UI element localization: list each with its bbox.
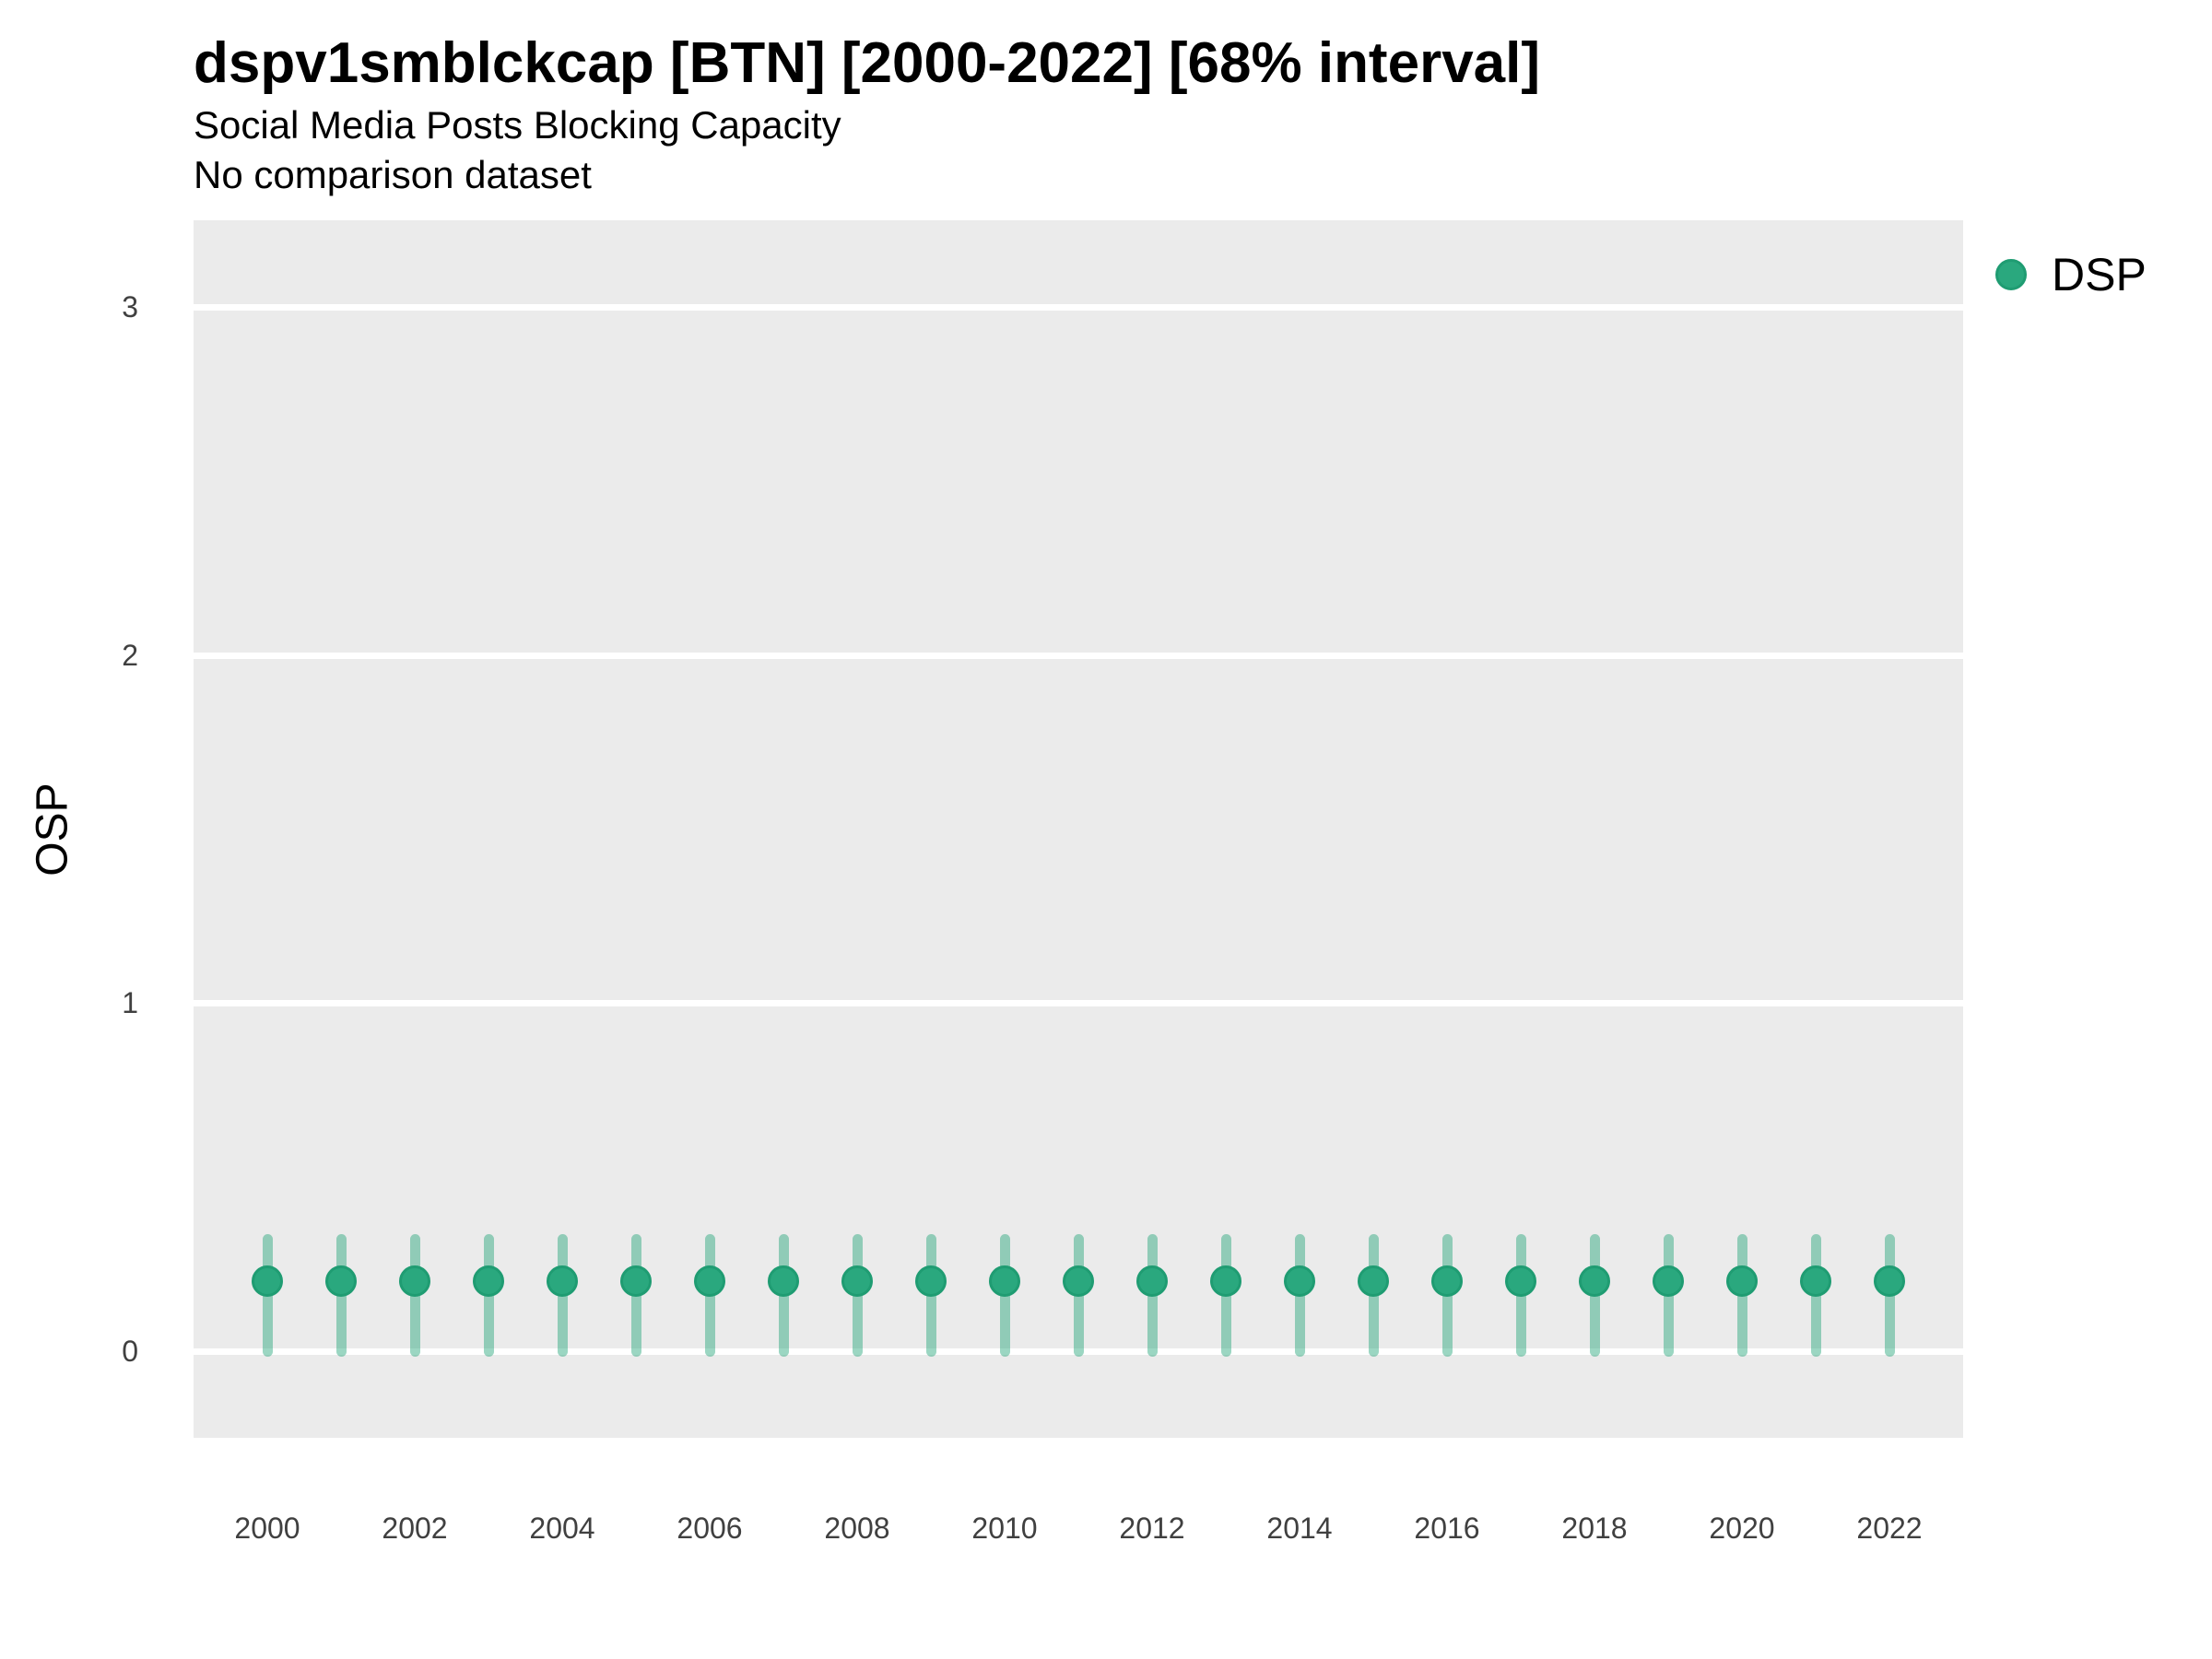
data-point-2002 [399,1265,430,1298]
data-point-2019 [1653,1265,1684,1298]
chart-note: No comparison dataset [194,153,592,196]
y-tick-label: 1 [122,986,138,1020]
x-tick-label: 2008 [824,1512,890,1545]
x-tick-label: 2022 [1856,1512,1923,1545]
data-point-2000 [252,1265,283,1298]
data-point-2014 [1284,1265,1315,1298]
data-point-2015 [1358,1265,1389,1298]
data-point-2020 [1726,1265,1758,1298]
x-tick-label: 2002 [382,1512,448,1545]
data-point-2001 [325,1265,357,1298]
data-point-2005 [620,1265,652,1298]
x-tick-label: 2006 [677,1512,743,1545]
plot-panel [194,220,1963,1438]
x-tick-label: 2004 [529,1512,595,1545]
x-tick-label: 2010 [971,1512,1038,1545]
x-tick-label: 2012 [1119,1512,1185,1545]
data-point-2008 [841,1265,873,1298]
y-tick-label: 0 [122,1334,138,1368]
chart-title: dspv1smblckcap [BTN] [2000-2022] [68% in… [194,31,1541,95]
x-tick-label: 2020 [1709,1512,1775,1545]
x-tick-label: 2000 [234,1512,300,1545]
data-point-2006 [694,1265,725,1298]
x-tick-label: 2018 [1561,1512,1628,1545]
y-tick-label: 2 [122,638,138,672]
legend-point-icon [1995,259,2027,290]
y-tick-label: 3 [122,290,138,324]
data-point-2011 [1063,1265,1094,1298]
gridline-y-3 [194,304,1963,312]
gridline-y-1 [194,1000,1963,1007]
data-point-2010 [989,1265,1020,1298]
data-point-2018 [1579,1265,1610,1298]
data-point-2013 [1210,1265,1241,1298]
data-point-2003 [473,1265,504,1298]
x-tick-label: 2014 [1266,1512,1333,1545]
data-point-2004 [547,1265,578,1298]
chart-subtitle: Social Media Posts Blocking Capacity [194,103,841,147]
y-axis-title: OSP [28,782,77,877]
data-point-2022 [1874,1265,1905,1298]
data-point-2009 [915,1265,947,1298]
legend: DSP [1982,249,2212,304]
legend-label: DSP [2052,249,2147,300]
data-point-2012 [1136,1265,1168,1298]
gridline-y-2 [194,652,1963,659]
data-point-2021 [1800,1265,1831,1298]
data-point-2007 [768,1265,799,1298]
gridline-y-0 [194,1347,1963,1355]
data-point-2016 [1431,1265,1463,1298]
x-tick-label: 2016 [1414,1512,1480,1545]
data-point-2017 [1505,1265,1536,1298]
